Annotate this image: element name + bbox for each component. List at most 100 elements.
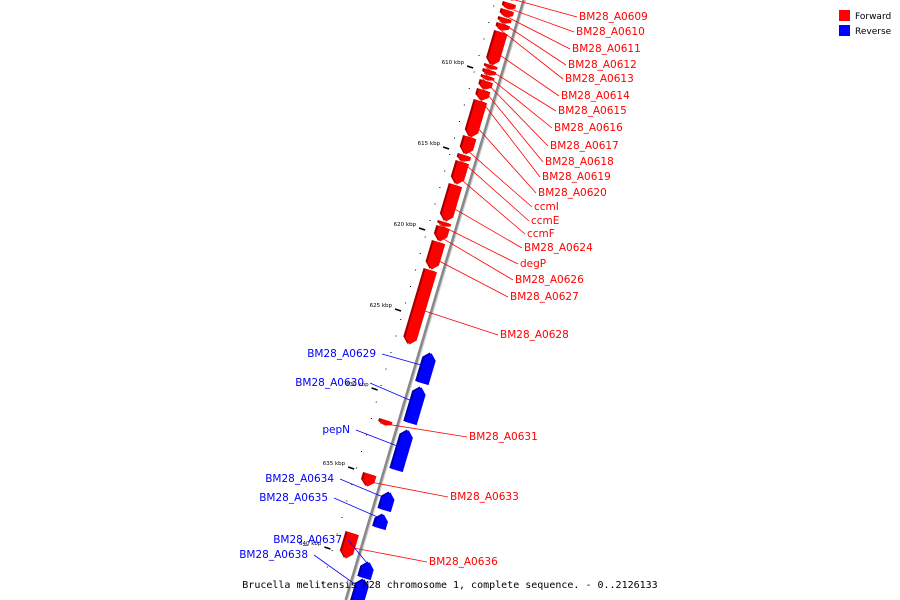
gene-BM28_A0628[interactable] xyxy=(403,268,499,345)
gene-pepN[interactable] xyxy=(355,429,413,473)
gene-label[interactable]: BM28_A0628 xyxy=(500,329,569,341)
gene-BM28_A0620[interactable] xyxy=(464,99,537,194)
gene-BM28_A0617[interactable] xyxy=(480,74,549,147)
gene-BM28_A0637[interactable] xyxy=(347,539,374,581)
gene-arrow[interactable] xyxy=(441,183,463,222)
gene-connector xyxy=(333,497,388,522)
gene-ccmE[interactable] xyxy=(456,153,530,222)
gene-BM28_A0609[interactable] xyxy=(504,0,578,18)
gene-connector xyxy=(477,95,541,178)
gene-label[interactable]: BM28_A0631 xyxy=(469,431,538,443)
gene-BM28_A0635[interactable] xyxy=(333,497,388,531)
tick-label: 630 kbp xyxy=(346,382,369,388)
gene-connector xyxy=(503,6,575,33)
gene-arrow[interactable] xyxy=(485,63,498,70)
gene-label[interactable]: BM28_A0636 xyxy=(429,556,498,568)
gene-ccmI[interactable] xyxy=(459,135,533,208)
gene-BM28_A0616[interactable] xyxy=(482,68,553,129)
gene-connector xyxy=(438,224,519,265)
gene-BM28_A0629[interactable] xyxy=(381,352,436,386)
gene-BM28_A0634[interactable] xyxy=(339,478,395,513)
gene-arrow[interactable] xyxy=(405,387,426,426)
gene-label[interactable]: ccmI xyxy=(534,201,559,213)
gene-label[interactable]: BM28_A0637 xyxy=(273,534,342,546)
gene-BM28_A0633[interactable] xyxy=(361,472,449,498)
gene-label[interactable]: BM28_A0611 xyxy=(572,43,641,55)
gene-arrow[interactable] xyxy=(461,135,477,155)
gene-label[interactable]: degP xyxy=(520,258,546,270)
gene-BM28_A0630[interactable] xyxy=(369,382,426,426)
gene-arrow[interactable] xyxy=(417,353,436,386)
gene-arrow[interactable] xyxy=(499,16,512,24)
legend: Forward Reverse xyxy=(839,10,892,37)
gene-label[interactable]: ccmF xyxy=(527,228,555,240)
gene-label[interactable]: pepN xyxy=(322,424,350,436)
gene-connector xyxy=(313,554,367,593)
gene-arrow[interactable] xyxy=(391,430,413,473)
gene-arrow[interactable] xyxy=(477,88,491,101)
gene-arrow[interactable] xyxy=(427,240,446,270)
gene-arrow[interactable] xyxy=(374,514,388,531)
gene-label[interactable]: BM28_A0629 xyxy=(307,348,376,360)
gene-arrow[interactable] xyxy=(458,153,472,162)
gene-BM28_A0614[interactable] xyxy=(486,30,560,97)
gene-label[interactable]: BM28_A0610 xyxy=(576,26,645,38)
legend-reverse-swatch xyxy=(839,25,850,36)
gene-label[interactable]: BM28_A0634 xyxy=(265,473,334,485)
gene-BM28_A0626[interactable] xyxy=(433,225,514,281)
gene-arrow[interactable] xyxy=(466,99,488,138)
gene-arrow[interactable] xyxy=(405,268,437,345)
gene-degP[interactable] xyxy=(437,220,519,265)
gene-BM28_A0636[interactable] xyxy=(339,531,428,563)
gene-arrow[interactable] xyxy=(435,225,450,242)
gene-arrow[interactable] xyxy=(483,68,497,76)
gene-ccmF[interactable] xyxy=(450,160,526,235)
gene-label[interactable]: BM28_A0613 xyxy=(565,73,634,85)
gene-arrow[interactable] xyxy=(452,160,470,185)
gene-label[interactable]: BM28_A0612 xyxy=(568,59,637,71)
gene-label[interactable]: BM28_A0609 xyxy=(579,11,648,23)
gene-arrow[interactable] xyxy=(497,22,510,31)
gene-BM28_A0631[interactable] xyxy=(378,418,468,438)
gene-label[interactable]: BM28_A0620 xyxy=(538,187,607,199)
gene-arrow[interactable] xyxy=(341,531,359,559)
gene-BM28_A0618[interactable] xyxy=(478,79,544,163)
gene-connector xyxy=(347,539,374,571)
gene-label[interactable]: BM28_A0627 xyxy=(510,291,579,303)
gene-BM28_A0611[interactable] xyxy=(499,8,571,50)
gene-label[interactable]: BM28_A0616 xyxy=(554,122,623,134)
gene-label[interactable]: BM28_A0617 xyxy=(550,140,619,152)
gene-label[interactable]: BM28_A0614 xyxy=(561,90,630,102)
gene-BM28_A0627[interactable] xyxy=(425,240,509,298)
gene-BM28_A0610[interactable] xyxy=(501,1,575,33)
gene-label[interactable]: BM28_A0618 xyxy=(545,156,614,168)
gene-label[interactable]: BM28_A0630 xyxy=(295,377,364,389)
gene-BM28_A0613[interactable] xyxy=(495,22,564,80)
chromosome-backbone xyxy=(344,0,526,600)
gene-connector xyxy=(485,67,557,112)
gene-arrow[interactable] xyxy=(439,220,452,227)
gene-label[interactable]: BM28_A0626 xyxy=(515,274,584,286)
gene-arrow[interactable] xyxy=(362,472,377,487)
gene-BM28_A0615[interactable] xyxy=(483,63,557,112)
gene-label[interactable]: BM28_A0624 xyxy=(524,242,593,254)
gene-label[interactable]: BM28_A0633 xyxy=(450,491,519,503)
gene-BM28_A0612[interactable] xyxy=(497,16,567,66)
legend-forward-label: Forward xyxy=(855,12,891,22)
gene-arrow[interactable] xyxy=(482,74,495,81)
gene-BM28_A0619[interactable] xyxy=(475,88,541,178)
gene-connector xyxy=(380,422,468,438)
gene-arrow[interactable] xyxy=(487,30,508,66)
gene-label[interactable]: BM28_A0615 xyxy=(558,105,627,117)
gene-label[interactable]: BM28_A0638 xyxy=(239,549,308,561)
gene-arrow[interactable] xyxy=(480,79,494,90)
gene-label[interactable]: BM28_A0635 xyxy=(259,492,328,504)
gene-label[interactable]: ccmE xyxy=(531,215,559,227)
gene-BM28_A0624[interactable] xyxy=(439,183,523,249)
gene-label[interactable]: BM28_A0619 xyxy=(542,171,611,183)
gene-connector xyxy=(480,85,544,163)
gene-BM28_A0638[interactable] xyxy=(313,554,369,600)
gene-arrow[interactable] xyxy=(351,579,369,600)
gene-connector xyxy=(497,27,564,80)
